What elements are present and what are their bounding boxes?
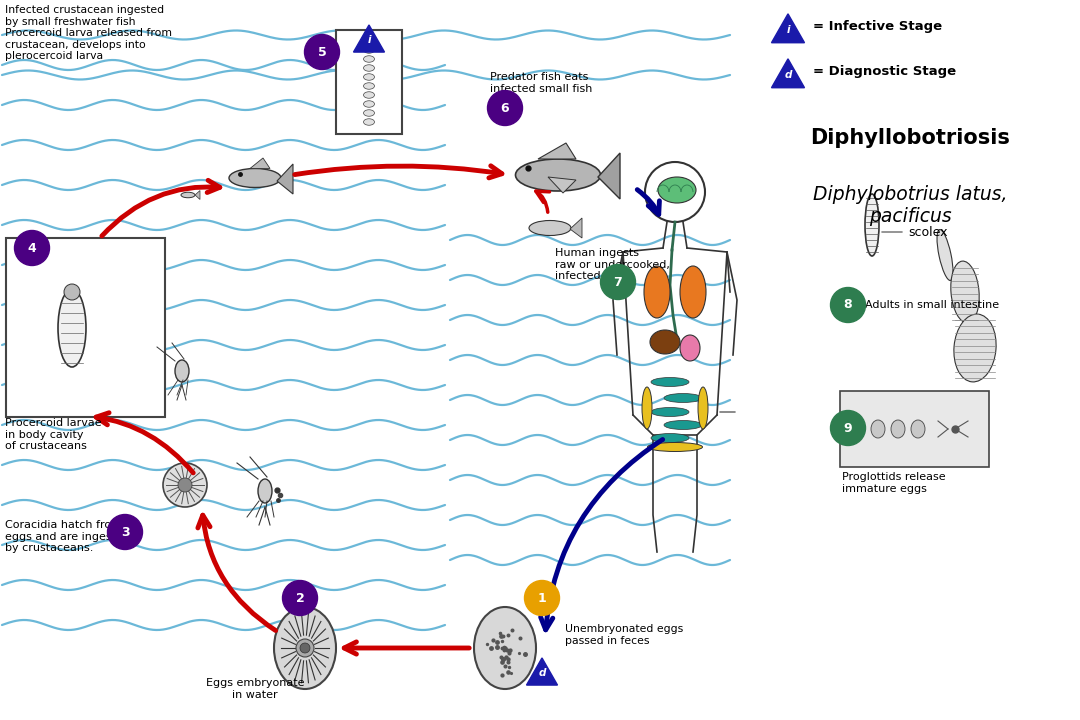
Ellipse shape [680, 335, 700, 361]
Ellipse shape [642, 387, 652, 429]
Ellipse shape [912, 420, 924, 438]
Ellipse shape [698, 387, 708, 429]
Ellipse shape [364, 47, 375, 53]
Text: 6: 6 [501, 102, 510, 114]
Ellipse shape [651, 377, 689, 387]
Circle shape [283, 580, 318, 616]
Ellipse shape [364, 101, 375, 107]
Circle shape [600, 264, 635, 300]
Ellipse shape [865, 194, 879, 256]
FancyBboxPatch shape [840, 391, 989, 467]
Text: 1: 1 [538, 592, 546, 605]
Ellipse shape [58, 289, 86, 367]
Ellipse shape [851, 420, 865, 438]
Text: 4: 4 [28, 241, 37, 254]
Ellipse shape [651, 408, 689, 416]
Circle shape [525, 580, 559, 616]
Text: Adults in small intestine: Adults in small intestine [865, 300, 999, 310]
Ellipse shape [658, 177, 696, 203]
Circle shape [296, 639, 314, 657]
Text: scolex: scolex [908, 225, 947, 238]
Circle shape [163, 463, 207, 507]
Ellipse shape [870, 420, 885, 438]
FancyBboxPatch shape [6, 238, 165, 417]
Polygon shape [771, 59, 805, 88]
Polygon shape [548, 177, 576, 193]
Circle shape [64, 284, 80, 300]
Ellipse shape [181, 192, 195, 198]
Circle shape [300, 643, 310, 653]
FancyBboxPatch shape [336, 30, 402, 134]
Polygon shape [570, 218, 582, 238]
Text: Human ingests
raw or undercooked,
infected fish: Human ingests raw or undercooked, infect… [555, 248, 670, 282]
Ellipse shape [364, 73, 375, 80]
Text: d: d [784, 71, 792, 81]
Ellipse shape [364, 65, 375, 71]
Polygon shape [771, 14, 805, 42]
Ellipse shape [664, 394, 702, 402]
Ellipse shape [474, 607, 536, 689]
Ellipse shape [364, 55, 375, 62]
Polygon shape [538, 143, 576, 159]
Circle shape [178, 478, 192, 492]
Text: Unembryonated eggs
passed in feces: Unembryonated eggs passed in feces [565, 624, 684, 646]
Polygon shape [276, 164, 293, 194]
Text: = Diagnostic Stage: = Diagnostic Stage [813, 65, 956, 78]
Text: Diphyllobotriosis: Diphyllobotriosis [810, 128, 1010, 148]
Ellipse shape [891, 420, 905, 438]
Text: i: i [367, 35, 370, 45]
Circle shape [831, 287, 865, 323]
Circle shape [831, 410, 865, 446]
Ellipse shape [515, 159, 600, 191]
Polygon shape [353, 25, 384, 52]
Ellipse shape [950, 261, 980, 323]
Ellipse shape [644, 266, 670, 318]
Text: 8: 8 [843, 299, 852, 312]
Ellipse shape [651, 433, 689, 443]
Polygon shape [249, 158, 270, 168]
Text: Coracidia hatch from
eggs and are ingested
by crustaceans.: Coracidia hatch from eggs and are ingest… [5, 520, 130, 553]
Ellipse shape [680, 266, 706, 318]
Ellipse shape [229, 168, 281, 187]
Ellipse shape [258, 479, 272, 503]
Polygon shape [526, 658, 557, 685]
Ellipse shape [664, 420, 702, 430]
Text: 5: 5 [318, 45, 326, 58]
Ellipse shape [648, 443, 702, 451]
Circle shape [305, 35, 339, 70]
Ellipse shape [274, 607, 336, 689]
Ellipse shape [364, 83, 375, 89]
Text: Eggs embryonate
in water: Eggs embryonate in water [206, 678, 305, 700]
Circle shape [14, 230, 50, 266]
Circle shape [487, 91, 523, 125]
Ellipse shape [364, 109, 375, 116]
Text: Infected crustacean ingested
by small freshwater fish
Procercoid larva released : Infected crustacean ingested by small fr… [5, 5, 172, 61]
Text: 2: 2 [296, 592, 305, 605]
Text: Diphylobotrius latus,
pacificus: Diphylobotrius latus, pacificus [813, 184, 1008, 225]
Text: 7: 7 [613, 276, 622, 289]
Ellipse shape [364, 119, 375, 125]
Ellipse shape [650, 330, 680, 354]
Text: 3: 3 [121, 526, 130, 539]
Text: Procercoid larvae
in body cavity
of crustaceans: Procercoid larvae in body cavity of crus… [5, 418, 102, 451]
Ellipse shape [364, 91, 375, 98]
Ellipse shape [175, 360, 189, 382]
Polygon shape [598, 153, 620, 199]
Text: = Infective Stage: = Infective Stage [813, 19, 942, 32]
Text: i: i [786, 25, 789, 35]
Ellipse shape [529, 220, 571, 235]
Ellipse shape [937, 230, 953, 281]
Ellipse shape [954, 314, 996, 382]
Polygon shape [195, 191, 200, 199]
Circle shape [108, 515, 143, 549]
Text: Predator fish eats
infected small fish: Predator fish eats infected small fish [490, 72, 592, 94]
Text: Proglottids release
immature eggs: Proglottids release immature eggs [842, 472, 946, 494]
Text: d: d [538, 668, 545, 678]
Text: 9: 9 [843, 421, 852, 434]
